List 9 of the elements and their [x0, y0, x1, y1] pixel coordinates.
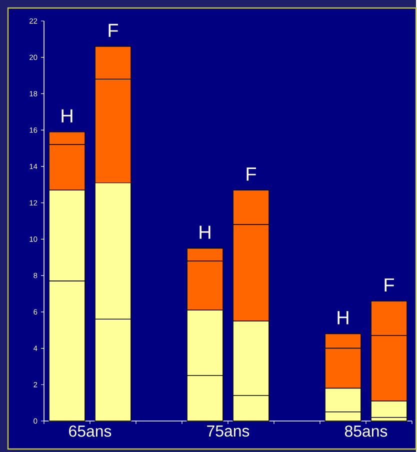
text: 65ans	[69, 426, 112, 437]
x-tick-label: F	[246, 168, 256, 181]
x-tick-label: H	[62, 109, 72, 122]
text: 85ans	[345, 426, 388, 437]
x-tick-label: F	[384, 278, 394, 292]
x-tick-label: F	[108, 24, 118, 37]
text: 75ans	[207, 426, 250, 437]
x-tick-label: H	[338, 311, 348, 324]
x-tick-label: H	[200, 226, 210, 239]
